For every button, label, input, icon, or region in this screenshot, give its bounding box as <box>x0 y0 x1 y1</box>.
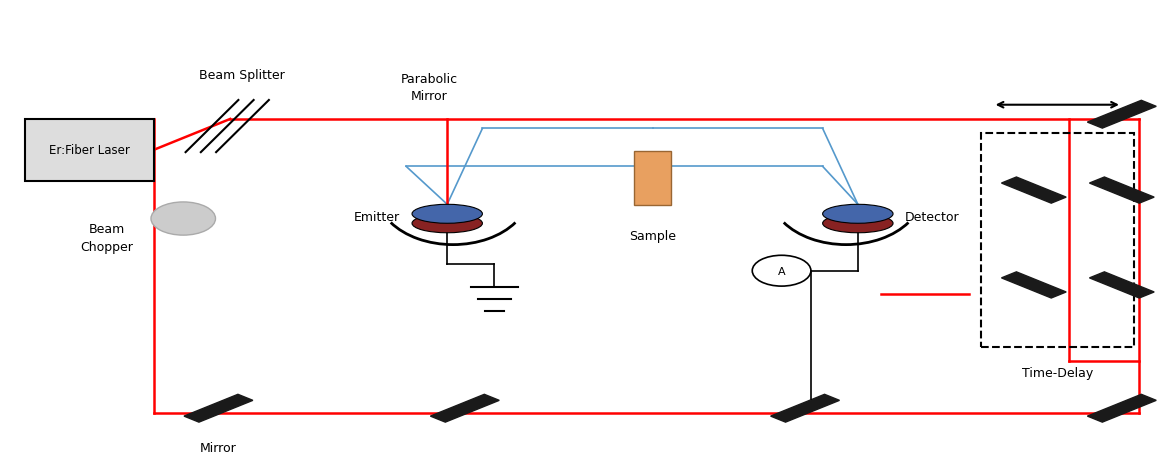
Polygon shape <box>1089 272 1154 298</box>
Polygon shape <box>1002 178 1067 204</box>
Polygon shape <box>430 395 500 422</box>
Ellipse shape <box>412 205 482 224</box>
Ellipse shape <box>823 214 893 233</box>
Text: Beam
Chopper: Beam Chopper <box>80 223 133 253</box>
Text: A: A <box>777 266 786 276</box>
Polygon shape <box>1088 101 1156 129</box>
Text: Time-Delay: Time-Delay <box>1022 366 1093 379</box>
Text: Sample: Sample <box>629 230 676 243</box>
Text: Emitter: Emitter <box>354 210 400 223</box>
Ellipse shape <box>151 202 215 236</box>
Polygon shape <box>770 395 840 422</box>
Ellipse shape <box>823 205 893 224</box>
Polygon shape <box>1002 272 1067 298</box>
Polygon shape <box>1089 178 1154 204</box>
FancyBboxPatch shape <box>25 119 154 181</box>
Text: Mirror: Mirror <box>200 441 236 455</box>
Ellipse shape <box>412 214 482 233</box>
Polygon shape <box>183 395 253 422</box>
Text: Beam Splitter: Beam Splitter <box>199 69 285 82</box>
Text: Parabolic
Mirror: Parabolic Mirror <box>401 72 459 102</box>
Bar <box>981 134 1134 347</box>
Ellipse shape <box>753 256 811 287</box>
Polygon shape <box>1088 395 1156 422</box>
Text: Detector: Detector <box>904 210 960 223</box>
Text: Er:Fiber Laser: Er:Fiber Laser <box>49 144 129 157</box>
Bar <box>634 152 671 206</box>
